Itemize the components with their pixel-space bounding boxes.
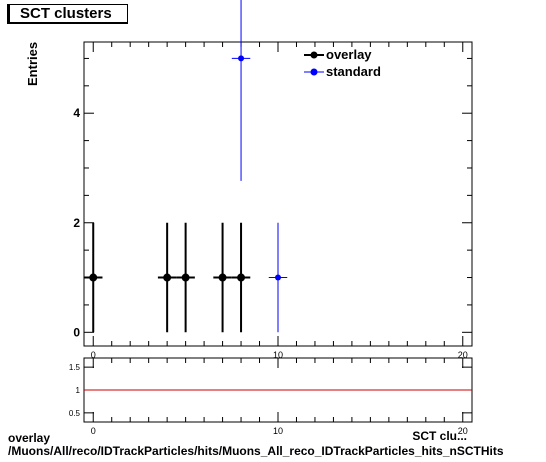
- y-tick-label: 1.5: [69, 363, 81, 372]
- standard-point: [275, 274, 281, 281]
- x-tick-label: 10: [273, 350, 283, 360]
- legend-marker: [310, 51, 318, 59]
- main-axis-ticks: 0 10 20 0 2 4: [73, 42, 472, 360]
- footer-line-2: /Muons/All/reco/IDTrackParticles/hits/Mu…: [8, 444, 504, 458]
- overlay-point: [237, 273, 246, 282]
- y-tick-label: 0: [73, 325, 80, 339]
- legend: overlay standard: [304, 47, 381, 79]
- standard-point: [238, 55, 245, 62]
- main-plot-data: [84, 0, 288, 333]
- overlay-point: [89, 273, 98, 282]
- x-tick-label: 20: [458, 426, 468, 436]
- x-tick-label: 0: [91, 350, 96, 360]
- y-axis-label: Entries: [25, 42, 40, 86]
- footer-line-1: overlay: [8, 431, 51, 445]
- x-tick-label: 0: [91, 426, 96, 436]
- x-tick-label: 10: [273, 426, 283, 436]
- x-axis-label: SCT clu...: [412, 429, 467, 443]
- y-tick-label: 4: [73, 106, 80, 120]
- legend-marker: [310, 68, 318, 76]
- overlay-point: [218, 273, 227, 282]
- x-tick-label: 20: [458, 350, 468, 360]
- legend-label: standard: [326, 64, 381, 79]
- y-tick-label: 1: [76, 386, 81, 395]
- overlay-point: [163, 273, 172, 282]
- overlay-point: [181, 273, 190, 282]
- ratio-axis-ticks: 0 10 20 0.5 1 1.5: [69, 358, 472, 436]
- y-tick-label: 0.5: [69, 409, 81, 418]
- footer-path: overlay /Muons/All/reco/IDTrackParticles…: [8, 432, 504, 458]
- y-tick-label: 2: [73, 216, 80, 230]
- legend-label: overlay: [326, 47, 372, 62]
- chart-title: SCT clusters: [7, 4, 128, 24]
